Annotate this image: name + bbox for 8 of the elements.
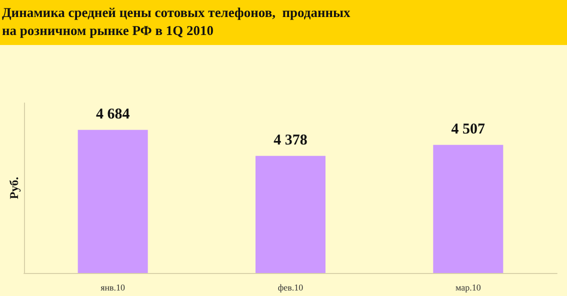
x-tick-label: янв.10 (100, 282, 126, 292)
chart-title: Динамика средней цены сотовых телефонов, проданных на розничном рынке РФ в 1Q 2010 (0, 0, 567, 45)
x-tick-label: фев.10 (278, 282, 304, 292)
y-axis-title: Руб. (7, 176, 21, 200)
data-label: 4 507 (451, 121, 486, 138)
data-label: 4 684 (96, 106, 130, 122)
x-tick-label: мар.10 (455, 282, 482, 292)
data-label: 4 378 (274, 132, 308, 148)
